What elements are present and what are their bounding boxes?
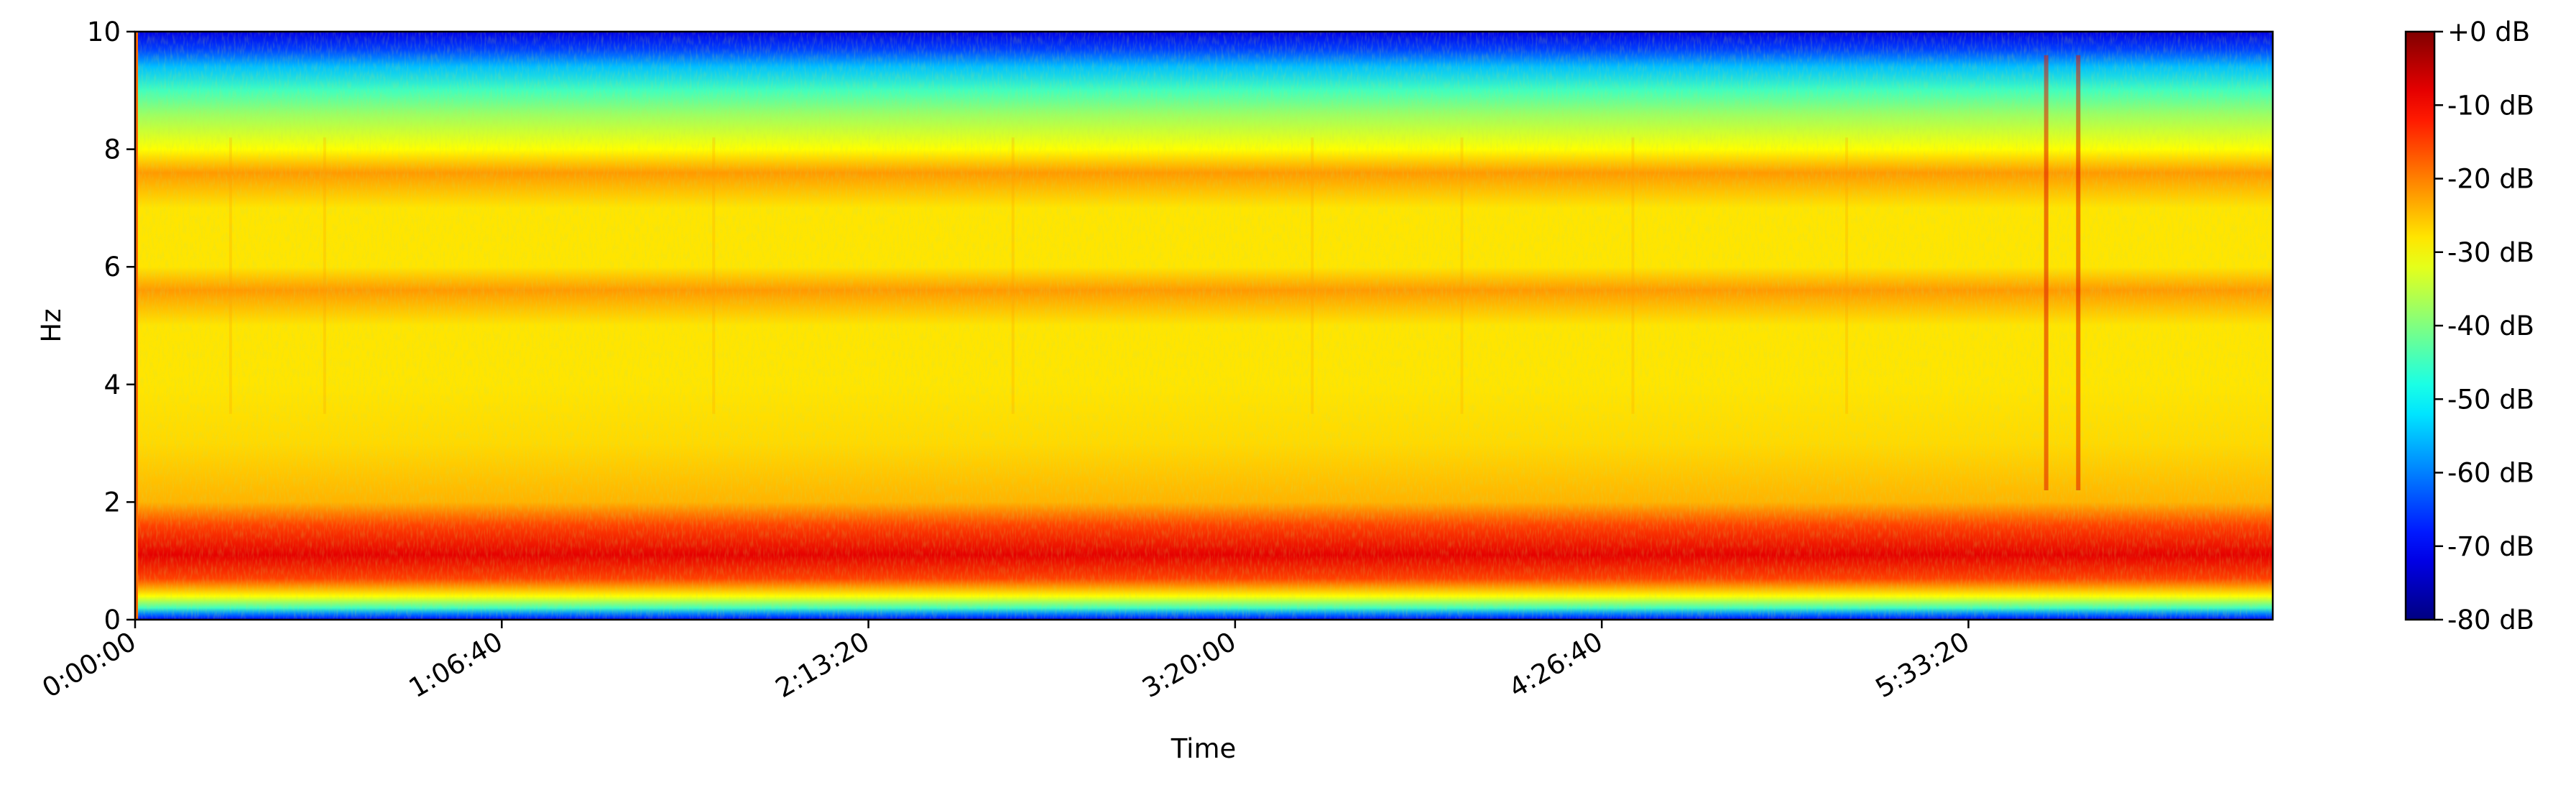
colorbar-tick-label: -20 dB	[2447, 164, 2534, 195]
spectrogram-streak	[1311, 137, 1314, 414]
colorbar-tick-label: -60 dB	[2447, 458, 2534, 489]
colorbar-tick-label: -40 dB	[2447, 311, 2534, 341]
spectrogram-streak	[712, 137, 716, 414]
x-tick-label: 4:26:40	[1504, 626, 1608, 704]
y-tick-label: 0	[103, 605, 121, 635]
colorbar: +0 dB -10 dB -20 dB -30 dB -40 dB -50 dB -60 d…	[2404, 17, 2534, 635]
plot-frame	[134, 30, 2274, 621]
colorbar-tick-label: -70 dB	[2447, 531, 2534, 562]
spectrogram-noise-texture	[135, 32, 2273, 620]
x-tick-label: 5:33:20	[1870, 626, 1975, 704]
y-axis: 0 2 4 6 8 10	[87, 17, 135, 635]
spectrogram-streak	[2044, 55, 2049, 491]
spectrogram-streak	[1845, 137, 1848, 414]
y-tick-label: 4	[103, 369, 121, 400]
x-tick-label: 1:06:40	[404, 626, 508, 704]
colorbar-ticks: +0 dB -10 dB -20 dB -30 dB -40 dB -50 dB -60 d…	[2434, 17, 2534, 635]
x-axis: 0:00:00 1:06:40 2:13:20 3:20:00 4:26:40 5:33:…	[37, 620, 1975, 704]
colorbar-gradient	[2406, 32, 2434, 620]
y-tick-label: 6	[103, 252, 121, 283]
y-tick-label: 10	[87, 17, 121, 47]
y-tick-label: 2	[103, 487, 121, 518]
spectrogram-streak	[1460, 137, 1464, 414]
spectrogram-streak	[228, 137, 232, 414]
colorbar-tick-label: -50 dB	[2447, 384, 2534, 415]
colorbar-tick-label: -30 dB	[2447, 237, 2534, 268]
spectrogram-streak	[323, 137, 326, 414]
spectrogram-vertical-streaks	[228, 55, 2081, 491]
x-tick-label: 2:13:20	[770, 626, 874, 704]
colorbar-tick-label: -80 dB	[2447, 605, 2534, 635]
colorbar-tick-label: -10 dB	[2447, 90, 2534, 121]
y-tick-label: 8	[103, 134, 121, 165]
y-axis-label: Hz	[36, 308, 67, 342]
spectrogram-plot-area	[134, 30, 2274, 621]
spectrogram-streak	[1631, 137, 1635, 414]
x-tick-label: 3:20:00	[1137, 626, 1241, 704]
colorbar-tick-label: +0 dB	[2447, 17, 2530, 47]
x-axis-label: Time	[1171, 733, 1237, 764]
x-tick-label: 0:00:00	[37, 626, 141, 704]
spectrogram-left-edge	[135, 32, 138, 620]
spectrogram-streak	[1011, 137, 1015, 414]
spectrogram-streak	[2076, 55, 2081, 491]
